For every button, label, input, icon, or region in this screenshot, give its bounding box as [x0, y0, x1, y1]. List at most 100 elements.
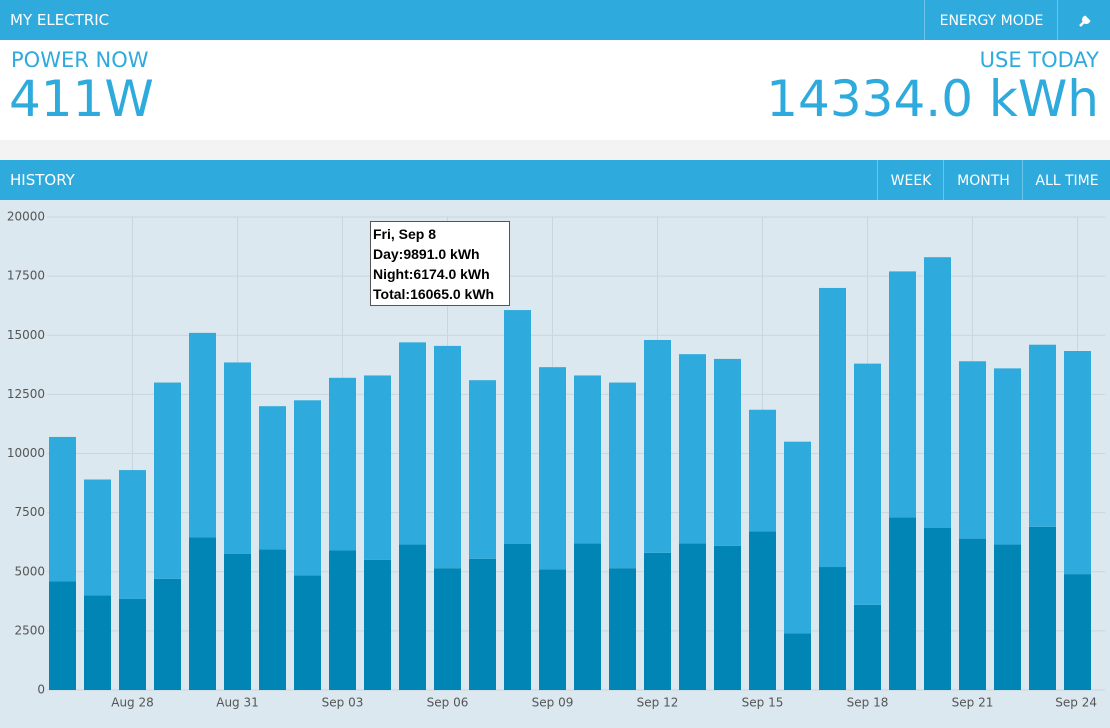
bar-segment	[609, 568, 636, 690]
bar-segment	[889, 517, 916, 690]
use-value: 14334.0 kWh	[766, 70, 1099, 128]
bar-segment	[224, 362, 251, 555]
y-tick-label: 12500	[7, 387, 45, 401]
y-tick-label: 2500	[14, 623, 45, 637]
history-title: HISTORY	[10, 171, 75, 189]
bar-segment	[49, 581, 76, 690]
y-tick-label: 0	[37, 683, 45, 697]
top-bar: MY ELECTRIC ENERGY MODE	[0, 0, 1110, 40]
bar-segment	[609, 382, 636, 569]
bar-segment	[749, 531, 776, 690]
use-label: USE TODAY	[979, 48, 1099, 72]
bar-segment	[364, 375, 391, 560]
bar-segment	[224, 554, 251, 690]
bar-segment	[679, 543, 706, 690]
settings-button[interactable]	[1057, 0, 1110, 40]
month-button[interactable]: MONTH	[943, 160, 1023, 200]
bar-segment	[539, 367, 566, 570]
bar-segment	[784, 441, 811, 634]
bar-segment	[294, 400, 321, 576]
stats-panel: POWER NOW 411W USE TODAY 14334.0 kWh	[0, 40, 1110, 140]
y-tick-label: 17500	[7, 269, 45, 283]
bar-segment	[49, 436, 76, 582]
bar-segment	[399, 342, 426, 545]
bar-segment	[119, 470, 146, 599]
bar-segment	[644, 552, 671, 690]
bar-segment	[854, 604, 881, 690]
bar-segment	[434, 568, 461, 690]
tooltip: Fri, Sep 8 Day:9891.0 kWh Night:6174.0 k…	[370, 221, 510, 306]
bar-segment	[469, 558, 496, 690]
x-tick-label: Aug 31	[216, 696, 259, 710]
app-title: MY ELECTRIC	[10, 11, 110, 29]
history-bar: HISTORY WEEK MONTH ALL TIME	[0, 160, 1110, 200]
bar-segment	[189, 332, 216, 538]
bar-segment	[504, 543, 531, 690]
week-button[interactable]: WEEK	[877, 160, 944, 200]
tooltip-line: Night:6174.0 kWh	[373, 266, 490, 282]
tooltip-line: Day:9891.0 kWh	[373, 246, 480, 262]
y-tick-label: 7500	[14, 505, 45, 519]
y-tick-label: 20000	[7, 210, 45, 224]
bar-segment	[1029, 344, 1056, 527]
bar-segment	[434, 345, 461, 569]
bar-segment	[154, 578, 181, 690]
x-tick-label: Sep 06	[427, 696, 469, 710]
bar-segment	[294, 575, 321, 690]
bar-segment	[994, 368, 1021, 545]
chart: 0 2500 5000 7500 10000 12500 15000 17500 20000 Au…	[0, 200, 1110, 728]
y-tick-label: 5000	[14, 564, 45, 578]
bar-segment	[329, 550, 356, 690]
bar-segment	[399, 544, 426, 690]
bar-segment	[1064, 574, 1091, 690]
bar-segment	[714, 545, 741, 690]
x-tick-label: Sep 12	[637, 696, 679, 710]
bar-segment	[539, 569, 566, 690]
bar-segment	[469, 380, 496, 559]
bar-segment	[119, 598, 146, 690]
power-label: POWER NOW	[11, 48, 149, 72]
bar-segment	[329, 377, 356, 551]
bar-segment	[189, 537, 216, 690]
x-tick-label: Sep 15	[742, 696, 784, 710]
bar-segment	[959, 538, 986, 690]
x-tick-label: Aug 28	[111, 696, 154, 710]
bar-segment	[889, 271, 916, 518]
bar-segment	[819, 287, 846, 568]
bar-segment	[154, 382, 181, 579]
bar-segment	[679, 354, 706, 544]
bar-segment	[1064, 351, 1091, 575]
bar-segment	[749, 409, 776, 532]
x-tick-label: Sep 21	[952, 696, 994, 710]
x-tick-label: Sep 03	[322, 696, 364, 710]
power-value: 411W	[9, 70, 154, 128]
energy-mode-button[interactable]: ENERGY MODE	[924, 0, 1058, 40]
bar-segment	[854, 363, 881, 605]
bar-segment	[994, 544, 1021, 690]
tooltip-line: Total:16065.0 kWh	[373, 286, 495, 302]
x-tick-label: Sep 24	[1055, 696, 1097, 710]
x-tick-label: Sep 18	[847, 696, 889, 710]
bar-segment	[574, 543, 601, 690]
y-tick-label: 10000	[7, 446, 45, 460]
bar-segment	[924, 527, 951, 690]
bar-segment	[364, 559, 391, 690]
bar-segment	[959, 361, 986, 539]
x-tick-label: Sep 09	[532, 696, 574, 710]
tooltip-title: Fri, Sep 8	[373, 226, 437, 242]
bar-segment	[574, 375, 601, 544]
bar-segment	[259, 406, 286, 550]
y-tick-label: 15000	[7, 328, 45, 342]
bar-segment	[924, 257, 951, 528]
bar-segment	[1029, 526, 1056, 690]
bar-segment	[714, 358, 741, 546]
bar-segment	[784, 633, 811, 690]
bar-segment	[259, 549, 286, 690]
bar-segment	[84, 595, 111, 690]
all-time-button[interactable]: ALL TIME	[1022, 160, 1110, 200]
bar-segment	[644, 339, 671, 553]
bar-segment	[504, 310, 531, 544]
bar-segment	[84, 479, 111, 596]
bar-segment	[819, 567, 846, 690]
